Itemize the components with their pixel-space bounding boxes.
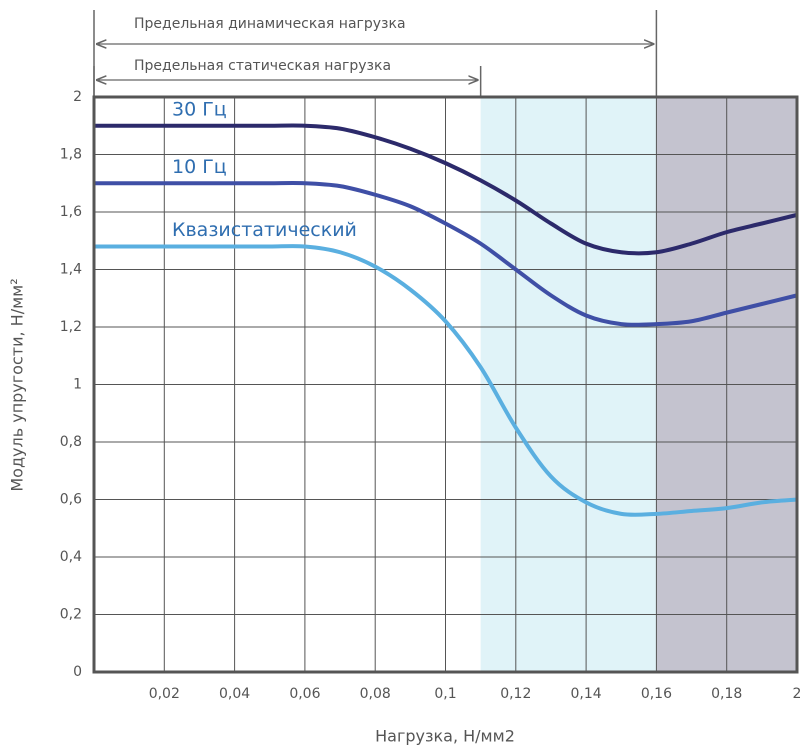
x-tick-label: 0,14 xyxy=(571,686,602,702)
x-tick-label: 0,1 xyxy=(434,686,456,702)
line xyxy=(93,181,798,327)
x-tick-label: 0,16 xyxy=(641,686,672,702)
y-tick-label: 0 xyxy=(73,664,82,680)
y-tick-label: 1,6 xyxy=(60,204,82,220)
series-label: Квазистатический xyxy=(172,219,357,241)
y-tick-label: 1,4 xyxy=(60,262,82,278)
y-tick-label: 0,8 xyxy=(60,434,82,450)
y-axis-title: Модуль упругости, Н/мм² xyxy=(8,278,27,491)
series-label: 30 Гц xyxy=(172,98,227,120)
x-axis-title: Нагрузка, Н/мм2 xyxy=(375,727,515,746)
x-tick-label: 0,12 xyxy=(500,686,531,702)
y-tick-label: 2 xyxy=(73,89,82,105)
annotation: Предельная динамическая нагрузка xyxy=(134,16,406,32)
y-tick-label: 1 xyxy=(73,377,82,393)
y-tick-label: 0,4 xyxy=(60,549,82,565)
x-tick-label: 0,06 xyxy=(289,686,320,702)
plot-border xyxy=(92,95,799,674)
x-tick-label: 0,02 xyxy=(149,686,180,702)
x-tick-label: 0,18 xyxy=(711,686,742,702)
x-tick-label: 0,04 xyxy=(219,686,250,702)
line xyxy=(94,123,798,256)
y-tick-label: 1,2 xyxy=(60,319,82,335)
x-tick-label: 0,08 xyxy=(360,686,391,702)
y-tick-label: 1,8 xyxy=(60,147,82,163)
series-label: 10 Гц xyxy=(172,156,227,178)
line xyxy=(93,244,798,517)
y-tick-label: 0,6 xyxy=(60,492,82,508)
annotation: Предельная статическая нагрузка xyxy=(134,58,391,74)
x-tick-label: 2 xyxy=(793,686,801,702)
y-tick-label: 0,2 xyxy=(60,607,82,623)
